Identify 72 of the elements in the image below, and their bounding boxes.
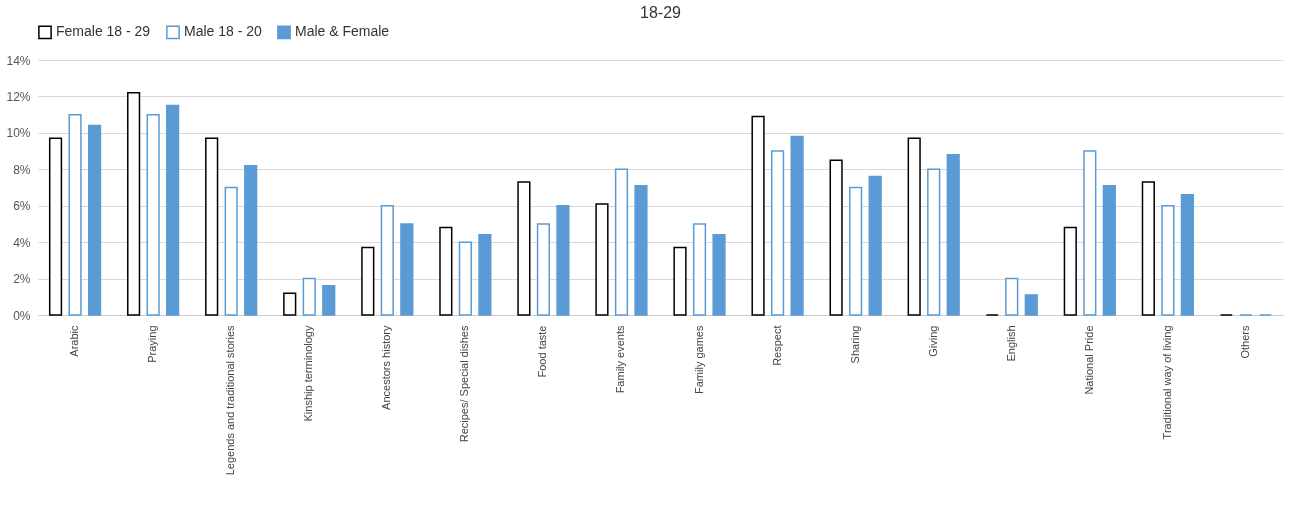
bar	[322, 285, 336, 316]
x-tick-label: English	[1004, 325, 1017, 362]
chart-title: 18-29	[640, 4, 682, 21]
x-tick-label: Kinship terminology	[302, 325, 315, 422]
bar	[634, 184, 648, 316]
bar	[517, 181, 531, 316]
y-tick-label: 8%	[13, 162, 31, 177]
y-tick-label: 6%	[13, 199, 31, 214]
bar	[673, 246, 687, 316]
bar	[1063, 226, 1077, 316]
legend-label: Female 18 - 29	[56, 23, 151, 40]
bar	[751, 115, 765, 316]
y-tick-label: 14%	[6, 53, 31, 68]
bar	[127, 92, 141, 316]
x-tick-label: Ancestors history	[380, 325, 393, 410]
bar	[380, 204, 394, 316]
y-tick-label: 12%	[6, 89, 31, 104]
x-tick-label: National Pride	[1082, 325, 1095, 395]
bar	[478, 234, 492, 316]
legend-label: Male & Female	[295, 23, 390, 40]
y-tick-label: 2%	[13, 272, 31, 287]
bar	[48, 137, 63, 316]
bar	[283, 292, 297, 316]
bar	[244, 164, 258, 316]
bar	[166, 104, 180, 316]
legend-label: Male 18 - 20	[184, 23, 263, 40]
bar	[458, 241, 472, 316]
bar	[927, 168, 941, 316]
bar	[1161, 204, 1175, 316]
bar	[1024, 294, 1038, 316]
bar	[361, 246, 375, 316]
x-tick-label: Arabic	[68, 325, 81, 357]
bar	[224, 186, 238, 316]
bar	[790, 135, 804, 316]
x-tick-label: Family games	[692, 325, 705, 394]
bar	[868, 175, 882, 316]
bar	[692, 223, 707, 316]
bar	[946, 153, 960, 316]
bar	[146, 113, 160, 316]
bar	[205, 137, 219, 316]
bar	[68, 113, 82, 316]
x-tick-label: Sharing	[848, 325, 861, 364]
bar	[556, 204, 570, 316]
x-tick-label: Legends and traditional stories	[224, 325, 237, 476]
bar	[1180, 194, 1194, 316]
x-tick-label: Recipes/ Special dishes	[458, 325, 471, 443]
y-tick-label: 10%	[6, 126, 31, 141]
bar	[439, 226, 453, 316]
bar	[595, 203, 609, 316]
bar	[400, 223, 414, 316]
bar	[536, 223, 551, 316]
x-tick-label: Food taste	[536, 325, 549, 378]
x-tick-label: Giving	[926, 325, 939, 357]
bar	[907, 137, 921, 316]
y-tick-label: 4%	[13, 235, 31, 250]
bar	[87, 124, 102, 316]
bar	[1141, 181, 1155, 316]
bar	[1005, 277, 1019, 316]
bar	[849, 186, 863, 316]
bar	[829, 159, 843, 316]
x-tick-label: Traditional way of living	[1160, 325, 1173, 440]
bar	[614, 168, 629, 316]
bar	[302, 277, 316, 316]
bar	[1083, 150, 1097, 316]
bar	[1102, 184, 1116, 316]
bar	[712, 234, 726, 316]
bar	[770, 150, 785, 316]
x-tick-label: Family events	[614, 325, 627, 394]
x-tick-label: Respect	[770, 325, 783, 366]
x-tick-label: Praying	[146, 325, 159, 363]
y-tick-label: 0%	[13, 308, 31, 323]
x-tick-label: Others	[1238, 325, 1251, 359]
